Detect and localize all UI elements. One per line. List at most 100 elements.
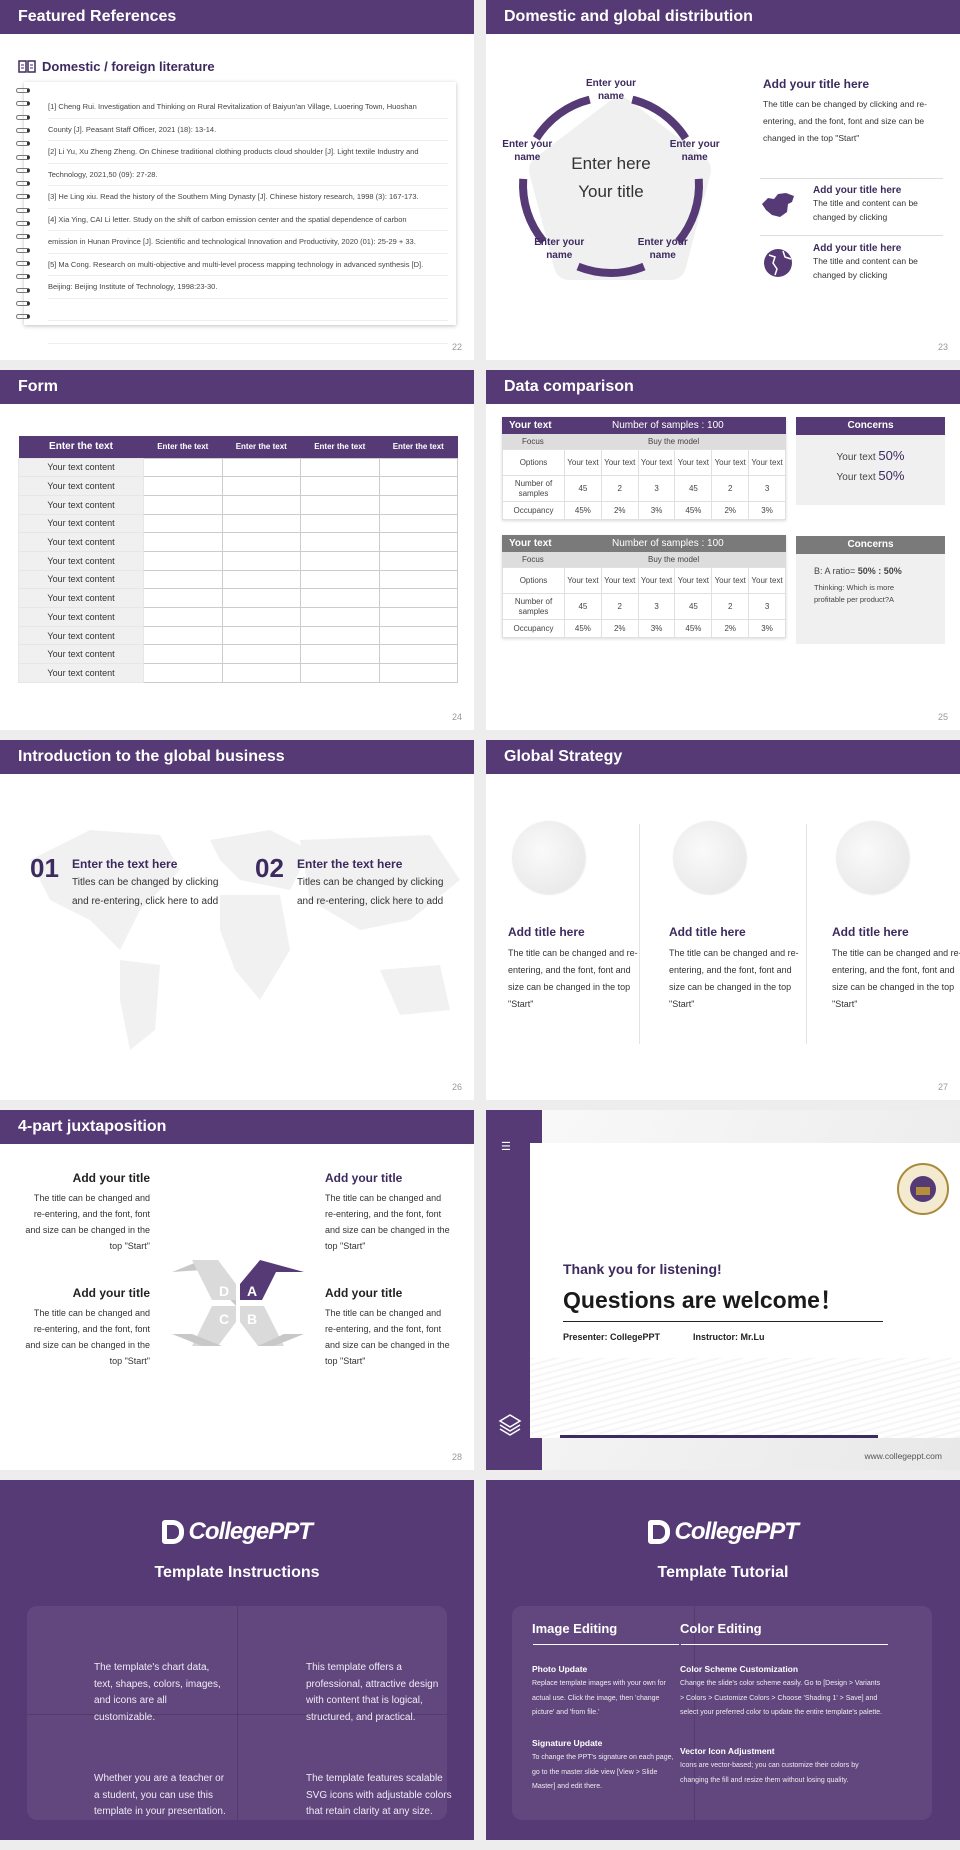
table-cell[interactable]	[221, 494, 301, 515]
table-cell[interactable]	[221, 588, 301, 608]
menu-icon[interactable]: ☰	[501, 1141, 511, 1153]
slide-25[interactable]: Data comparison Your text Number of sampl…	[486, 370, 960, 730]
reference-line: [3] He Ling xiu. Read the history of the…	[48, 186, 448, 209]
letter-d: D	[219, 1283, 229, 1299]
table-cell[interactable]	[221, 607, 301, 627]
slide-22[interactable]: Featured References Domestic / foreign l…	[0, 0, 474, 360]
content-card: Thank you for listening! Questions are w…	[530, 1143, 960, 1438]
table-cell[interactable]	[300, 513, 380, 534]
slide-30[interactable]: CollegePPT Template Instructions The tem…	[0, 1480, 474, 1840]
column-text: The title can be changed and re-entering…	[832, 948, 960, 1009]
page-number: 26	[451, 1082, 462, 1092]
instruction-text: This template offers a professional, att…	[306, 1662, 439, 1723]
spiral-ring	[16, 101, 30, 107]
value: 50%	[878, 448, 905, 463]
table-cell[interactable]	[221, 532, 301, 552]
table-cell: Your text	[711, 449, 750, 476]
table-cell[interactable]	[378, 625, 458, 646]
table-cell: 45%	[674, 619, 713, 638]
table-cell[interactable]	[143, 644, 223, 665]
table-cell[interactable]	[300, 532, 380, 552]
table-cell[interactable]	[143, 550, 223, 571]
item-title: Enter the text here	[297, 857, 403, 871]
table-cell[interactable]	[378, 513, 458, 534]
section-text: Icons are vector-based; you can customiz…	[680, 1762, 859, 1784]
table-cell[interactable]	[221, 569, 301, 590]
table-cell[interactable]	[378, 569, 458, 590]
item-text: The title and content can be changed by …	[813, 198, 918, 222]
table-cell[interactable]	[221, 625, 301, 646]
table-cell[interactable]	[378, 588, 458, 608]
table-cell[interactable]	[143, 513, 223, 534]
table-cell[interactable]	[221, 644, 301, 665]
table-cell[interactable]	[300, 476, 380, 496]
table-row: Options Your text Your text Your text Your t…	[502, 449, 786, 476]
table-cell[interactable]	[221, 550, 301, 571]
slide-29[interactable]: ☰ Thank you for listening! Questions are…	[486, 1110, 960, 1470]
table-cell[interactable]	[300, 550, 380, 571]
table-cell: 3%	[748, 501, 786, 520]
slide-28[interactable]: 4-part juxtaposition D A C B Add your ti…	[0, 1110, 474, 1470]
table-cell[interactable]	[300, 494, 380, 515]
spiral-ring	[16, 207, 30, 213]
node-label: Enter your name	[586, 78, 637, 102]
table-cell[interactable]	[221, 457, 301, 478]
table-cell: Your text	[600, 567, 639, 594]
table-cell[interactable]	[300, 663, 380, 683]
table-cell[interactable]	[143, 476, 223, 496]
label: Your text	[836, 472, 879, 483]
value: 50%	[878, 468, 905, 483]
table-cell[interactable]	[143, 625, 223, 646]
strategy-column: Add title here The title can be changed a…	[832, 925, 960, 1013]
table-cell[interactable]	[143, 457, 223, 478]
slide-31[interactable]: CollegePPT Template Tutorial Image Editi…	[486, 1480, 960, 1840]
slide-24[interactable]: Form Enter the text Enter the text Enter t…	[0, 370, 474, 730]
table-cell[interactable]	[378, 663, 458, 683]
table-cell[interactable]	[143, 588, 223, 608]
website[interactable]: www.collegeppt.com	[864, 1451, 942, 1461]
table-cell[interactable]	[378, 532, 458, 552]
table-cell[interactable]	[143, 663, 223, 683]
table-cell[interactable]	[378, 457, 458, 478]
table-cell[interactable]	[221, 476, 301, 496]
table-cell: 45	[564, 475, 602, 502]
tutorial-card	[512, 1606, 932, 1820]
table-cell[interactable]	[143, 494, 223, 515]
table-cell[interactable]	[300, 457, 380, 478]
slide-27[interactable]: Global Strategy Add title here The title …	[486, 740, 960, 1100]
page-number: 23	[937, 342, 948, 352]
table-cell[interactable]	[143, 569, 223, 590]
section-title: Signature Update	[532, 1738, 603, 1748]
slide-title: Form	[0, 370, 474, 404]
table-cell[interactable]	[378, 550, 458, 571]
table-cell[interactable]	[378, 494, 458, 515]
reference-line: [4] Xia Ying, CAI Li letter. Study on th…	[48, 209, 448, 231]
table-cell[interactable]	[300, 588, 380, 608]
table-cell[interactable]	[143, 607, 223, 627]
juxtaposition-item: Add your title The title can be changed a…	[325, 1286, 453, 1369]
table-cell[interactable]	[378, 607, 458, 627]
questions-text: Questions are welcome！	[563, 1287, 843, 1313]
row-label: Your text content	[18, 644, 144, 665]
presenter: Presenter: CollegePPT	[563, 1332, 661, 1342]
table-cell: Your text	[674, 449, 713, 476]
table-cell[interactable]	[221, 513, 301, 534]
table-cell[interactable]	[221, 663, 301, 683]
table-cell: 2%	[711, 501, 750, 520]
slide-title: Global Strategy	[486, 740, 960, 774]
letter-a: A	[247, 1283, 257, 1299]
slide-23[interactable]: Domestic and global distribution Enter y…	[486, 0, 960, 360]
table-cell[interactable]	[378, 476, 458, 496]
distribution-item: Add your title here The title and content…	[813, 185, 943, 224]
column-title: Add title here	[669, 925, 746, 939]
table-row: Your text content	[18, 550, 458, 571]
table-cell[interactable]	[143, 532, 223, 552]
table-cell[interactable]	[300, 607, 380, 627]
table-cell[interactable]	[378, 644, 458, 665]
table-cell[interactable]	[300, 569, 380, 590]
table-cell[interactable]	[300, 644, 380, 665]
globe-icon	[764, 249, 792, 277]
slide-title: Template Instructions	[154, 1564, 320, 1581]
table-cell[interactable]	[300, 625, 380, 646]
slide-26[interactable]: Introduction to the global business 01 En…	[0, 740, 474, 1100]
